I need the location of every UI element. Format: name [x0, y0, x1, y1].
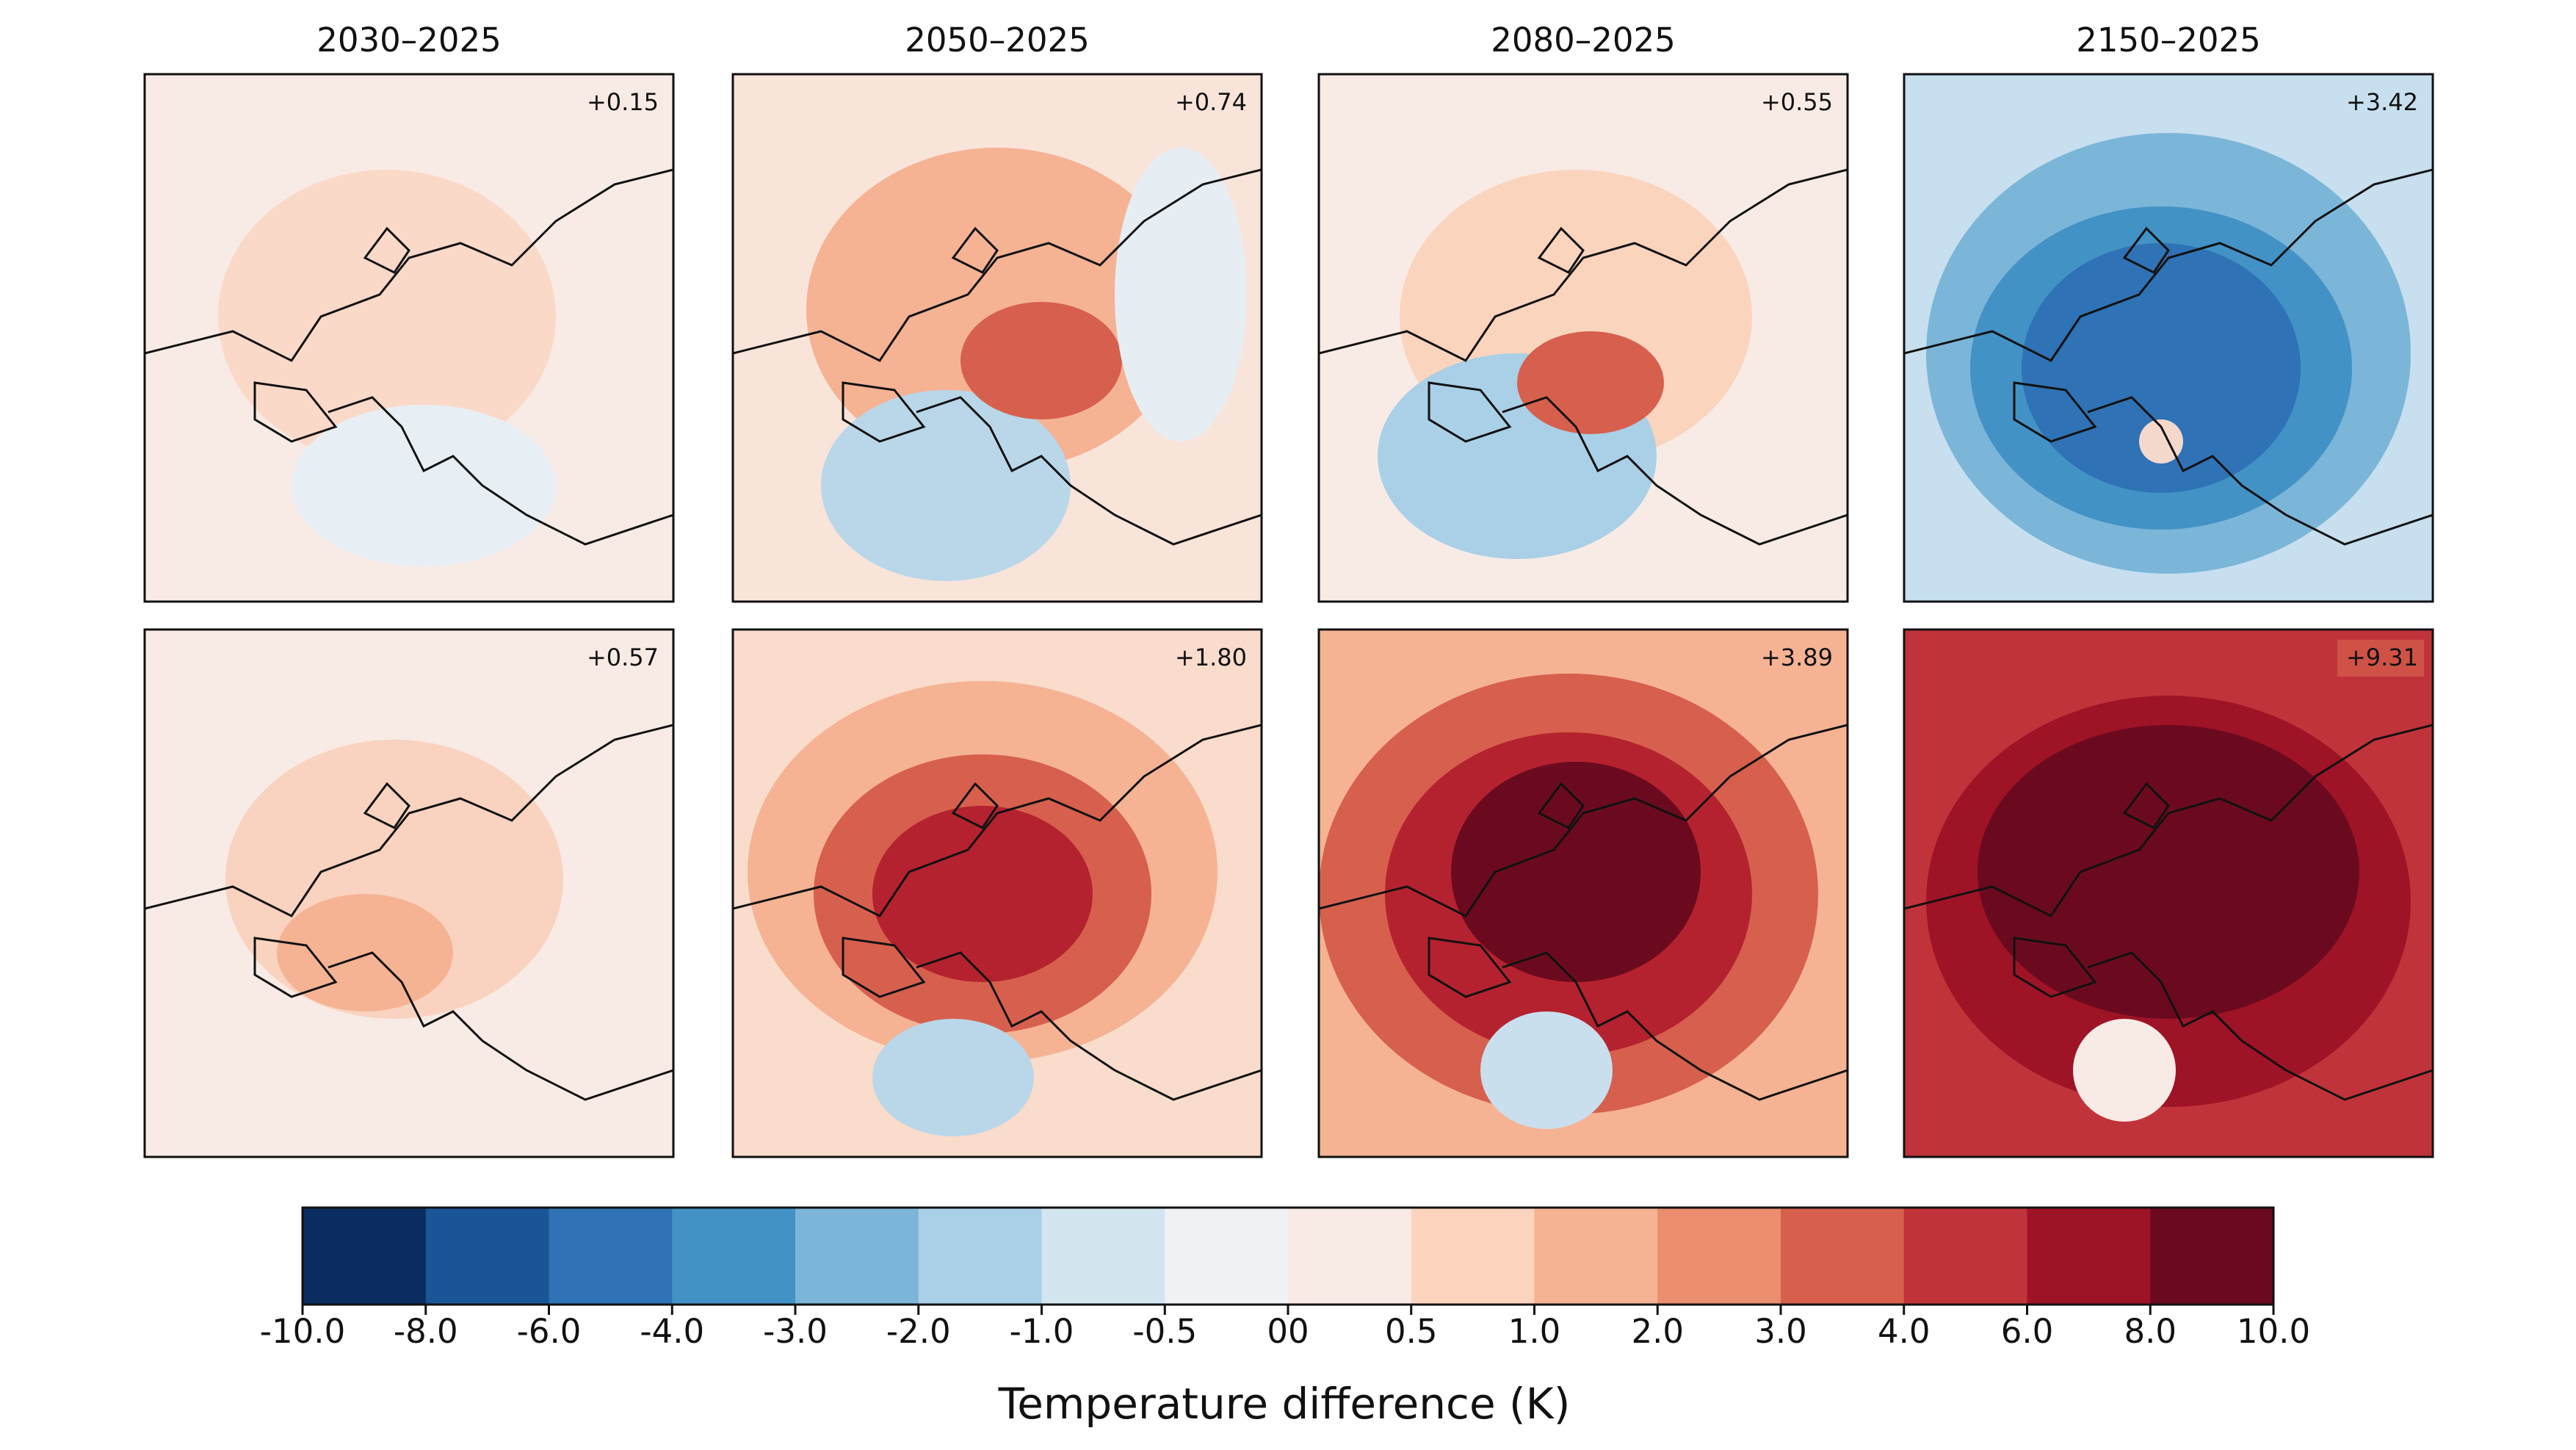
- map-panel: +0.15: [143, 73, 675, 603]
- map-frame: [1317, 73, 1849, 603]
- colorbar-tick-label: -8.0: [394, 1312, 458, 1351]
- coastline: [1904, 168, 2433, 546]
- colorbar-tick-label: 4.0: [1878, 1312, 1931, 1351]
- field-region: [277, 894, 453, 1011]
- colorbar-tick-label: -3.0: [763, 1312, 828, 1351]
- map-panel: +0.55: [1317, 73, 1849, 603]
- map-frame: [731, 628, 1263, 1158]
- colorbar-segment: [1288, 1208, 1412, 1305]
- column-title: 2150–2025: [2076, 21, 2261, 59]
- map-field: [145, 630, 673, 1157]
- map-field: [145, 74, 673, 602]
- panel-annotation: +1.80: [1175, 643, 1247, 671]
- field-region: [1480, 1011, 1613, 1129]
- colorbar-tick-label: -4.0: [640, 1312, 704, 1351]
- colorbar-segment: [1165, 1208, 1289, 1305]
- map-panel: +3.89: [1317, 628, 1849, 1158]
- colorbar-segment: [1657, 1208, 1781, 1305]
- map-panel: +3.42: [1903, 73, 2434, 603]
- map-field: [1904, 630, 2433, 1157]
- colorbar-tick-label: 3.0: [1754, 1312, 1807, 1351]
- map-panel: +9.31: [1903, 628, 2434, 1158]
- colorbar-segment: [549, 1208, 673, 1305]
- coastline: [733, 724, 1262, 1101]
- colorbar-tick-label: -1.0: [1010, 1312, 1074, 1351]
- column-title: 2080–2025: [1491, 21, 1676, 59]
- panel-annotation: +3.89: [1761, 643, 1833, 671]
- field-region: [1517, 331, 1664, 434]
- colorbar-segment: [795, 1208, 919, 1305]
- coastline: [733, 168, 1262, 546]
- map-field: [1319, 630, 1848, 1157]
- colorbar-tick-label: -0.5: [1132, 1312, 1197, 1351]
- colorbar-segment: [1903, 1208, 2027, 1305]
- colorbar-segment: [1534, 1208, 1658, 1305]
- map-panel: +0.74: [731, 73, 1263, 603]
- map-frame: [1317, 628, 1849, 1158]
- panel-annotation: +0.74: [1175, 88, 1247, 116]
- map-field: [733, 630, 1262, 1157]
- map-frame: [731, 73, 1263, 603]
- map-field: [1904, 74, 2433, 602]
- colorbar-tick-label: 1.0: [1508, 1312, 1561, 1351]
- map-panel: +1.80: [731, 628, 1263, 1158]
- map-panel: +0.57: [143, 628, 675, 1158]
- column-title: 2030–2025: [316, 21, 502, 59]
- colorbar-segment: [672, 1208, 796, 1305]
- field-region: [292, 405, 556, 566]
- map-frame: [143, 73, 675, 603]
- coastline: [1904, 724, 2433, 1101]
- field-region: [2073, 1019, 2176, 1122]
- field-region: [821, 390, 1071, 581]
- map-field: [733, 74, 1262, 602]
- panel-annotation: +0.15: [587, 88, 659, 116]
- colorbar-label: Temperature difference (K): [998, 1379, 1571, 1429]
- colorbar-tick-label: 10.0: [2237, 1312, 2310, 1351]
- field-region: [1115, 148, 1247, 441]
- colorbar-tick-label: 2.0: [1631, 1312, 1684, 1351]
- map-field: [1319, 74, 1848, 602]
- colorbar-segment: [2027, 1208, 2151, 1305]
- colorbar-tick-label: -2.0: [886, 1312, 951, 1351]
- panel-annotation: +9.31: [2346, 643, 2418, 671]
- field-region: [872, 806, 1093, 982]
- colorbar-tick-label: -6.0: [517, 1312, 582, 1351]
- colorbar-tick-label: 0.5: [1385, 1312, 1438, 1351]
- coastline: [1319, 724, 1848, 1101]
- colorbar-segment: [1781, 1208, 1905, 1305]
- panel-annotation: +0.55: [1761, 88, 1833, 116]
- colorbar-segment: [303, 1208, 427, 1305]
- map-frame: [143, 628, 675, 1158]
- annotation-box: [2337, 640, 2424, 677]
- panel-annotation: +3.42: [2346, 88, 2418, 116]
- coastline: [145, 724, 673, 1101]
- colorbar-segment: [1411, 1208, 1535, 1305]
- colorbar-segment: [2150, 1208, 2274, 1305]
- colorbar-tick-label: 00: [1267, 1312, 1309, 1351]
- coastline: [145, 168, 673, 546]
- colorbar-segment: [425, 1208, 549, 1305]
- colorbar-tick-label: 8.0: [2124, 1312, 2177, 1351]
- coastline: [1319, 168, 1848, 546]
- field-region: [2139, 419, 2183, 464]
- map-frame: [1903, 628, 2434, 1158]
- colorbar-tick-label: -10.0: [260, 1312, 345, 1351]
- field-region: [1451, 762, 1701, 982]
- field-region: [1978, 725, 2359, 1019]
- colorbar-tick-label: 6.0: [2001, 1312, 2054, 1351]
- field-region: [2022, 243, 2301, 493]
- colorbar-segment: [918, 1208, 1042, 1305]
- column-title: 2050–2025: [905, 21, 1090, 59]
- field-region: [872, 1019, 1034, 1136]
- field-region: [960, 302, 1122, 419]
- panel-annotation: +0.57: [587, 643, 659, 671]
- map-frame: [1903, 73, 2434, 603]
- colorbar-segment: [1041, 1208, 1165, 1305]
